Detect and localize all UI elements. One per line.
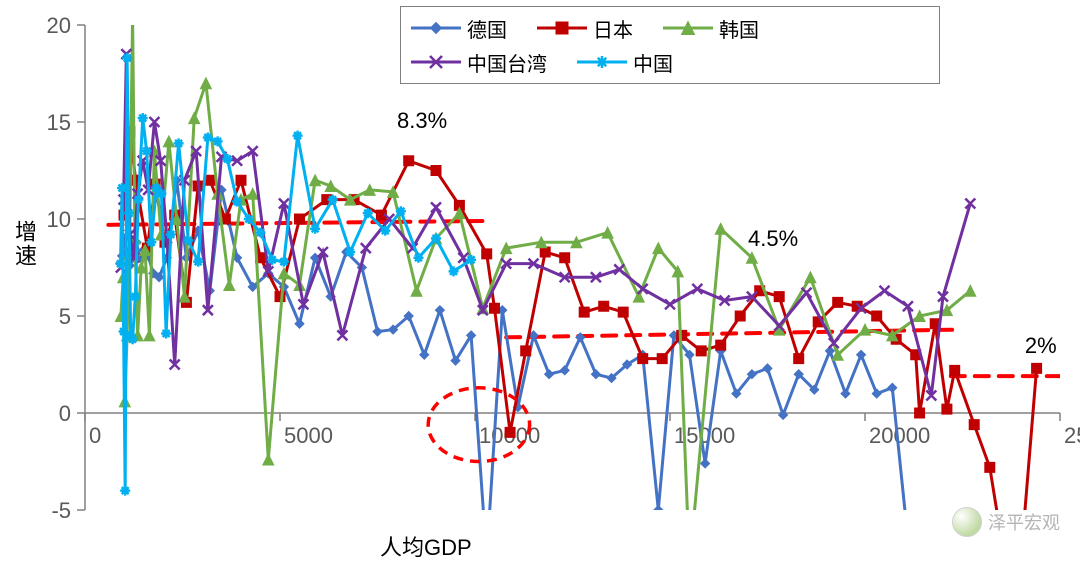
legend-label: 德国 bbox=[467, 14, 507, 43]
svg-text:5: 5 bbox=[59, 304, 71, 329]
germany-swatch-icon bbox=[411, 15, 461, 41]
legend-label: 中国 bbox=[633, 48, 673, 77]
svg-text:10: 10 bbox=[47, 207, 71, 232]
taiwan-swatch-icon bbox=[411, 49, 461, 75]
legend-item-china: 中国 bbox=[577, 45, 673, 79]
legend-item-korea: 韩国 bbox=[663, 11, 759, 45]
korea-swatch-icon bbox=[663, 15, 713, 41]
svg-text:25000: 25000 bbox=[1064, 423, 1080, 448]
china-swatch-icon bbox=[577, 49, 627, 75]
chart-svg: -50510152005000100001500020000250008.3%4… bbox=[0, 0, 1080, 565]
svg-text:4.5%: 4.5% bbox=[748, 226, 798, 251]
svg-text:8.3%: 8.3% bbox=[397, 108, 447, 133]
x-axis-label: 人均GDP bbox=[380, 530, 472, 562]
legend-item-japan: 日本 bbox=[537, 11, 633, 45]
legend-item-taiwan: 中国台湾 bbox=[411, 45, 547, 79]
chart-container: -50510152005000100001500020000250008.3%4… bbox=[0, 0, 1080, 565]
svg-text:5000: 5000 bbox=[284, 423, 333, 448]
svg-text:0: 0 bbox=[59, 401, 71, 426]
legend-label: 日本 bbox=[593, 14, 633, 43]
japan-swatch-icon bbox=[537, 15, 587, 41]
watermark-text: 泽平宏观 bbox=[988, 509, 1060, 535]
legend-item-germany: 德国 bbox=[411, 11, 507, 45]
legend-label: 中国台湾 bbox=[467, 48, 547, 77]
svg-text:0: 0 bbox=[89, 423, 101, 448]
watermark: 泽平宏观 bbox=[952, 507, 1060, 537]
svg-text:15: 15 bbox=[47, 110, 71, 135]
svg-text:20: 20 bbox=[47, 13, 71, 38]
svg-text:2%: 2% bbox=[1025, 333, 1057, 358]
svg-text:-5: -5 bbox=[51, 498, 71, 523]
y-axis-label: 增速 bbox=[8, 220, 40, 268]
wechat-icon bbox=[952, 507, 982, 537]
legend: 德国 日本 韩国中国台湾 中国 bbox=[400, 6, 940, 84]
legend-label: 韩国 bbox=[719, 14, 759, 43]
